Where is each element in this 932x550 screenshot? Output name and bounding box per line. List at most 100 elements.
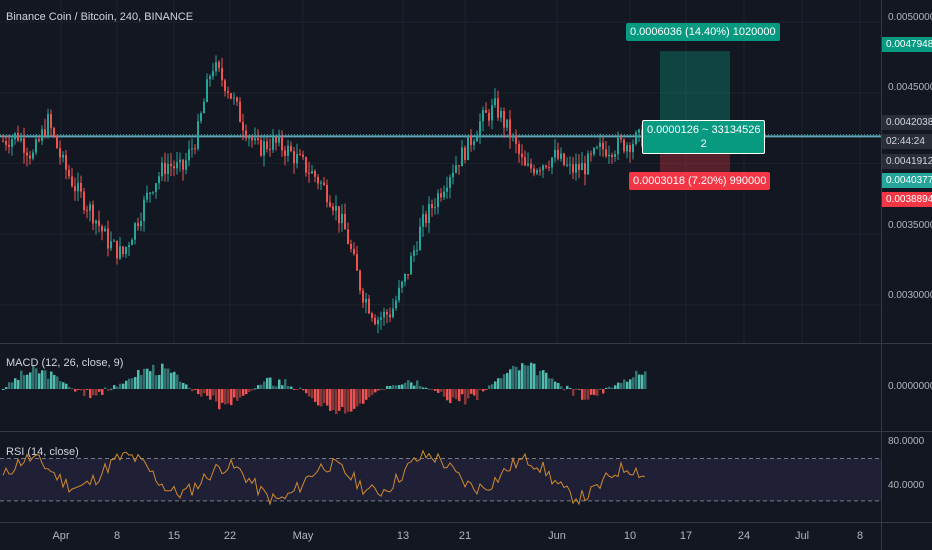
macd-bar [587,389,590,400]
candle [197,121,199,149]
candle [425,214,427,224]
candle [389,314,391,318]
time-axis-label: 24 [737,530,751,542]
entry-price-tag[interactable]: 0.0041912 [882,154,932,169]
macd-bar [347,389,350,412]
macd-bar [461,389,464,395]
macd-bar [257,385,260,389]
target-label[interactable]: 0.0006036 (14.40%) 1020000 [626,23,780,41]
candle [383,311,385,318]
target-price-tag[interactable]: 0.0047948 [882,37,932,52]
candle [338,206,340,224]
candle [119,246,121,259]
macd-bar [146,368,149,389]
macd-bar [530,362,533,389]
macd-bar [548,378,551,389]
candle [314,171,316,177]
macd-bar [332,389,335,411]
candle [182,159,184,170]
candle [149,192,151,194]
macd-bar [314,389,317,402]
macd-bar [98,389,101,392]
candle [239,101,241,123]
entry-label[interactable]: 0.0000126 ~ 33134526 2 [642,120,766,154]
macd-bar [374,389,377,393]
candle [65,154,67,170]
candle [536,170,538,174]
macd-bar [488,385,491,389]
macd-bar [407,380,410,389]
macd-bar [362,389,365,404]
candle [632,143,634,153]
macd-bar [116,386,119,389]
macd-bar [536,375,539,389]
candle [302,154,304,158]
candle [47,114,49,136]
candle [155,183,157,192]
macd-bar [11,382,14,389]
macd-bar [431,389,434,390]
macd-bar [215,389,218,402]
rsi-legend: RSI (14, close) [6,446,79,458]
rsi-band [0,458,881,501]
pane-separator[interactable] [0,431,932,432]
macd-bar [212,389,215,396]
mid-price-tag[interactable]: 0.0040377 [882,173,932,188]
candle [371,313,373,318]
macd-bar [284,379,287,389]
macd-pane[interactable]: MACD (12, 26, close, 9) [0,344,881,431]
candle [326,184,328,203]
candle [281,136,283,151]
macd-bar [359,389,362,404]
candle [95,220,97,224]
macd-bar [566,385,569,389]
candle [218,62,220,68]
candle [200,113,202,122]
high-line-price-tag[interactable]: 0.0042038 [882,115,932,130]
price-chart-pane[interactable]: Binance Coin / Bitcoin, 240, BINANCE 0.0… [0,0,881,343]
macd-bar [554,381,557,389]
candle [53,128,55,136]
candle [263,141,265,156]
candle [236,97,238,102]
candle [626,145,628,152]
time-axis-label: 10 [623,530,637,542]
macd-bar [602,389,605,394]
stop-label[interactable]: 0.0003018 (7.20%) 990000 [629,172,771,190]
macd-bar [62,382,65,389]
macd-bar [95,389,98,396]
candle [173,166,175,169]
candle [284,150,286,156]
countdown-tag: 02:44:24 [882,134,932,149]
candle [140,221,142,227]
macd-bar [32,365,35,389]
macd-bar [155,375,158,389]
candle [191,148,193,150]
candle [533,168,535,174]
macd-bar [35,368,38,389]
macd-bar [110,388,113,390]
time-axis-label: May [292,530,314,542]
candle [518,143,520,154]
time-axis-border [0,522,932,523]
stop-price-tag[interactable]: 0.0038894 [882,192,932,207]
macd-bar [590,389,593,395]
candle [629,145,631,153]
rsi-pane[interactable]: RSI (14, close) [0,432,881,522]
candle [278,136,280,143]
macd-bar [158,374,161,389]
rsi-line [2,449,646,506]
candle [266,141,268,149]
pane-separator[interactable] [0,343,932,344]
candle [221,67,223,81]
macd-bar [542,370,545,389]
candle [269,148,271,150]
macd-bar [386,385,389,389]
time-axis-label: 15 [167,530,181,542]
rsi-chart[interactable] [0,432,881,522]
candle [194,148,196,150]
macd-bar [545,372,548,389]
price-axis-label: 0.0045000 [888,82,932,93]
price-chart[interactable] [0,0,881,343]
macd-histogram[interactable] [0,344,881,431]
